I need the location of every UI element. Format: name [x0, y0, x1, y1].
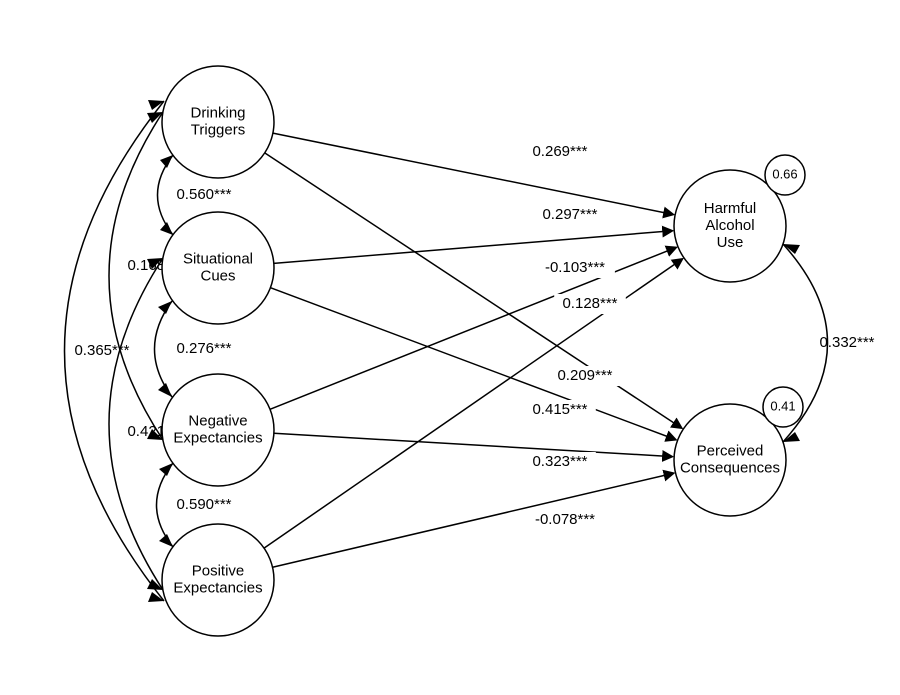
- path-edge: [274, 433, 672, 456]
- node-label: Drinking: [190, 104, 245, 121]
- edge-coefficient: 0.269***: [532, 143, 587, 160]
- arrowhead: [158, 301, 172, 314]
- arrowhead: [159, 463, 173, 476]
- arrowhead: [783, 432, 800, 442]
- node-label: Expectancies: [173, 429, 262, 446]
- node-label: Use: [717, 234, 744, 251]
- node-label: Alcohol: [705, 217, 754, 234]
- arrowhead: [159, 534, 173, 547]
- covariance-edge: [158, 155, 174, 235]
- node-label: Perceived: [697, 442, 764, 459]
- node-label: Harmful: [704, 200, 757, 217]
- node-label: Cues: [200, 267, 235, 284]
- edge-coefficient: 0.128***: [562, 295, 617, 312]
- path-edge: [273, 473, 674, 567]
- covariance-coefficient: 0.365***: [74, 342, 129, 359]
- covariance-coefficient: 0.590***: [176, 496, 231, 513]
- node-label: Situational: [183, 250, 253, 267]
- covariance-coefficient: 0.332***: [819, 334, 874, 351]
- arrowhead: [158, 383, 172, 397]
- node-label: Expectancies: [173, 579, 262, 596]
- arrowhead: [160, 155, 173, 168]
- path-diagram: 0.560***0.276***0.590***0.168***0.421***…: [0, 0, 900, 695]
- covariance-coefficient: 0.276***: [176, 340, 231, 357]
- disturbance-value: 0.66: [772, 166, 797, 181]
- edge-coefficient: -0.103***: [545, 259, 605, 276]
- arrowhead: [783, 244, 800, 254]
- path-edge: [273, 133, 673, 214]
- covariance-coefficient: 0.560***: [176, 186, 231, 203]
- edge-coefficient: 0.297***: [542, 206, 597, 223]
- edge-coefficient: -0.078***: [535, 511, 595, 528]
- node-label: Positive: [192, 562, 245, 579]
- node-label: Triggers: [191, 121, 245, 138]
- node-label: Negative: [188, 412, 247, 429]
- covariance-edge: [155, 301, 173, 397]
- disturbance-value: 0.41: [770, 398, 795, 413]
- arrowhead: [160, 222, 173, 235]
- node-label: Consequences: [680, 459, 780, 476]
- edge-coefficient: 0.415***: [532, 401, 587, 418]
- edge-coefficient: 0.209***: [557, 367, 612, 384]
- covariance-edge: [109, 112, 163, 440]
- edge-coefficient: 0.323***: [532, 453, 587, 470]
- covariance-edge: [157, 463, 174, 547]
